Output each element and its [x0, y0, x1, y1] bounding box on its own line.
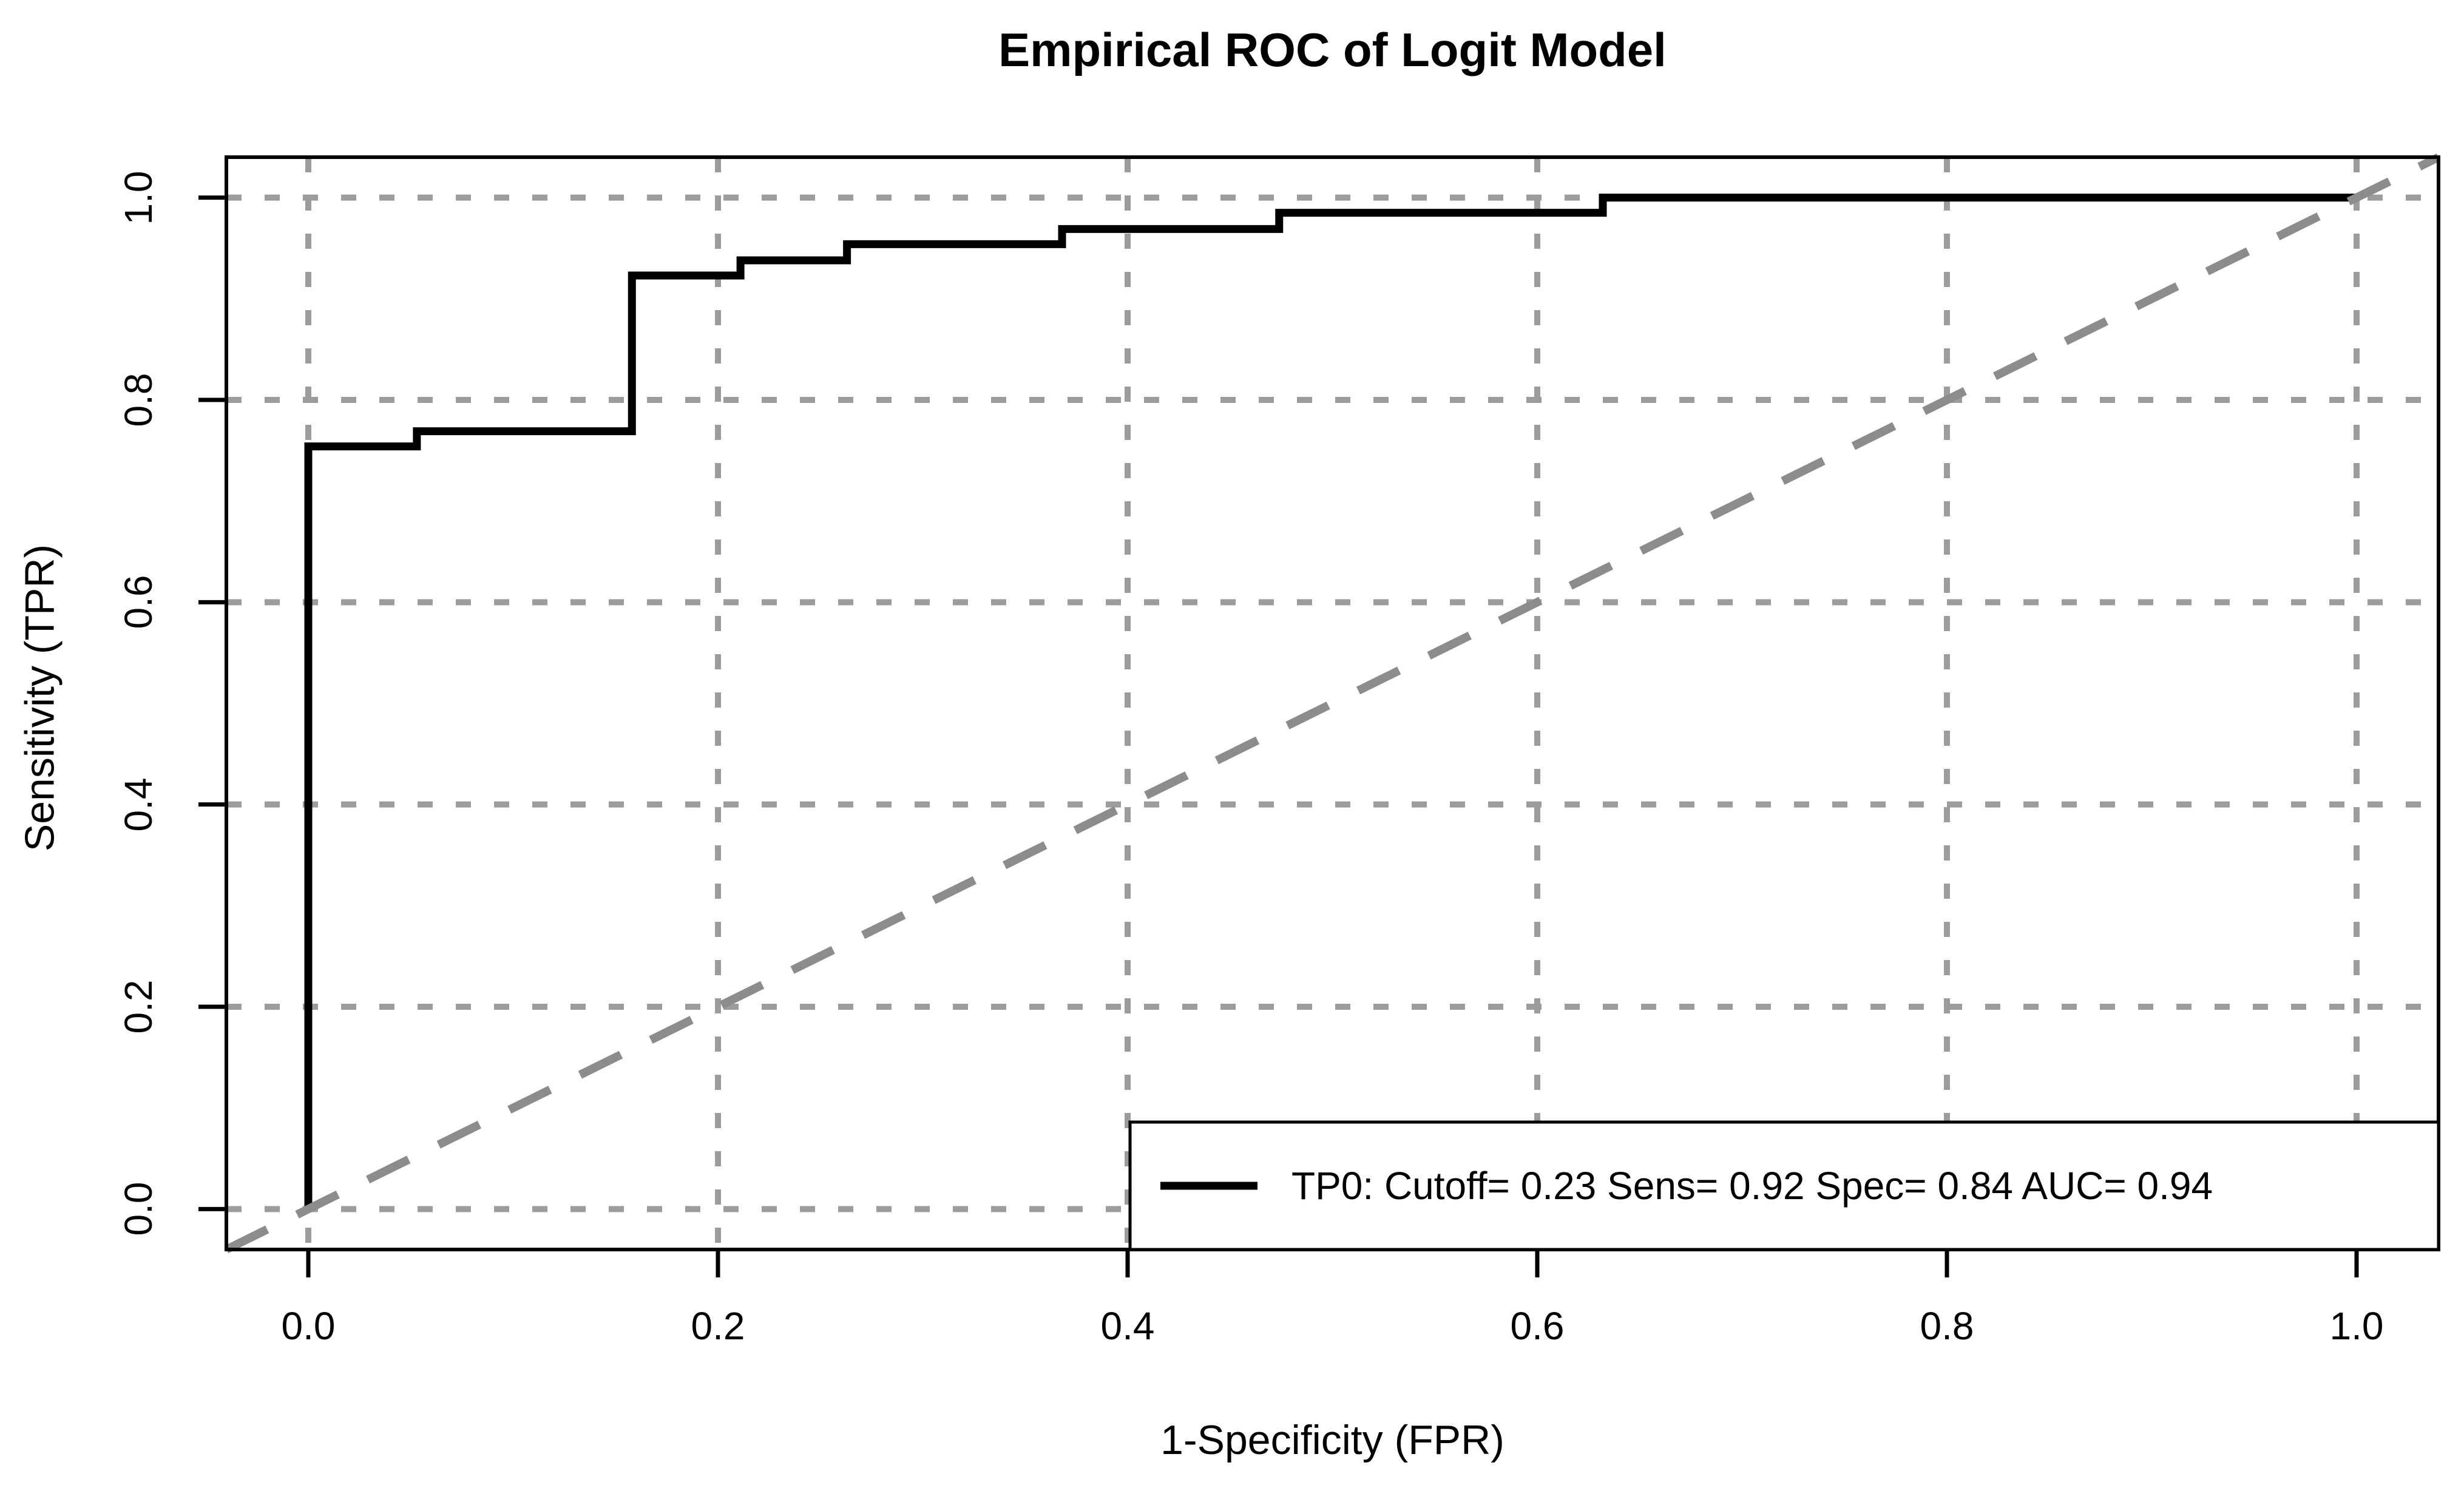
x-tick-label: 0.2 [691, 1304, 745, 1348]
y-tick-label: 1.0 [116, 171, 160, 225]
y-tick-label: 0.8 [116, 373, 160, 427]
x-tick-label: 0.8 [1920, 1304, 1974, 1348]
plot-box [225, 155, 2440, 1251]
x-tick-label: 1.0 [2329, 1304, 2384, 1348]
y-tick-label: 0.0 [116, 1182, 160, 1236]
legend-label: TP0: Cutoff= 0.23 Sens= 0.92 Spec= 0.84 … [1291, 1163, 2213, 1208]
x-tick-label: 0.4 [1100, 1304, 1155, 1348]
chart-title: Empirical ROC of Logit Model [998, 23, 1667, 76]
y-tick-label: 0.4 [116, 777, 160, 832]
chance-diagonal-line [224, 153, 2441, 1254]
y-tick-label: 0.6 [116, 575, 160, 629]
x-tick-label: 0.6 [1510, 1304, 1565, 1348]
x-tick-label: 0.0 [281, 1304, 336, 1348]
y-tick-label: 0.2 [116, 979, 160, 1034]
legend-box [1128, 1120, 2440, 1251]
y-axis-title: Sensitivity (TPR) [16, 544, 63, 852]
x-axis-title: 1-Specificity (FPR) [1160, 1417, 1504, 1463]
empirical-roc-line [304, 194, 2357, 1209]
